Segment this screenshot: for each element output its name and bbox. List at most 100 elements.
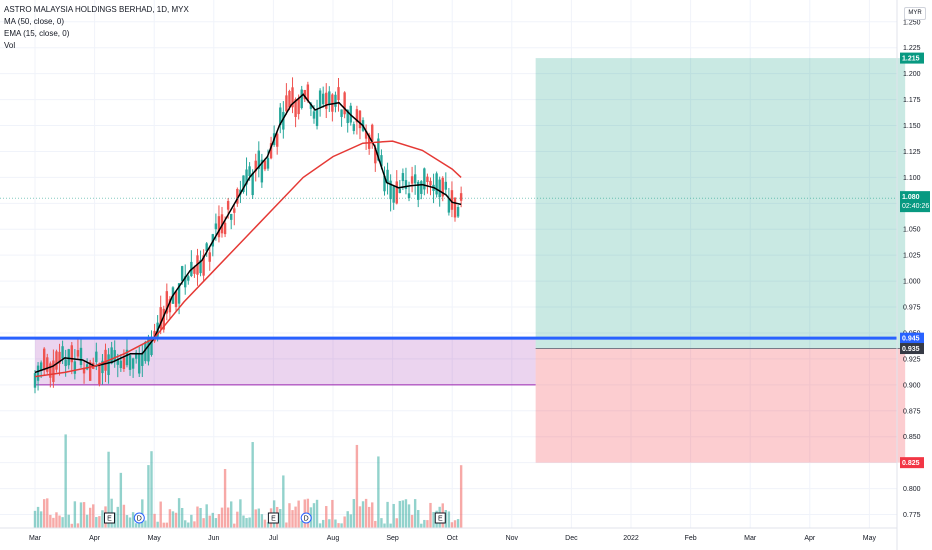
candle-body — [334, 94, 337, 107]
volume-bar — [420, 523, 423, 528]
candle-body — [294, 99, 297, 117]
candle-body — [251, 173, 254, 196]
candle-body — [73, 361, 77, 374]
candle-body — [217, 216, 221, 238]
volume-bar — [349, 514, 352, 528]
y-tick-label: 0.775 — [903, 512, 921, 519]
candle-body — [306, 84, 310, 101]
candle-body — [398, 188, 402, 194]
volume-bar — [39, 511, 43, 528]
y-tick-label: 0.900 — [903, 382, 921, 389]
volume-bar — [321, 519, 325, 528]
candle-body — [205, 243, 208, 252]
candle-body — [67, 349, 70, 366]
candle-body — [312, 111, 316, 119]
volume-bar — [52, 517, 55, 528]
volume-bar — [325, 506, 328, 528]
candle-body — [337, 87, 340, 101]
volume-bar — [413, 499, 417, 528]
candle-body — [122, 357, 126, 369]
event-marker-label: E — [271, 516, 276, 523]
y-tick-label: 1.125 — [903, 149, 921, 156]
last-price-tag — [900, 191, 930, 213]
candle-body — [248, 166, 251, 177]
volume-bar — [423, 519, 426, 528]
y-tick-label: 1.150 — [903, 123, 921, 130]
volume-bar — [134, 523, 138, 528]
earnings-marker — [104, 512, 115, 524]
event-marker-label: D — [304, 516, 309, 523]
event-marker-label: E — [107, 516, 112, 523]
candle-body — [453, 197, 457, 218]
candle-body — [404, 180, 408, 189]
candle-body — [435, 173, 438, 195]
volume-bar — [383, 523, 386, 528]
candle-body — [279, 107, 282, 125]
candle-body — [184, 276, 187, 288]
volume-bar — [92, 504, 95, 528]
drawing-zones[interactable] — [35, 58, 906, 463]
candle-body — [383, 175, 386, 192]
volume-bar — [95, 517, 98, 528]
volume-bar — [55, 512, 58, 528]
y-tick-label: 0.875 — [903, 408, 921, 415]
legend-ema[interactable]: EMA (15, close, 0) — [4, 29, 70, 38]
y-tick-label: 1.100 — [903, 175, 921, 182]
volume-bar — [453, 520, 457, 528]
x-tick-label: Oct — [447, 535, 458, 542]
earnings-marker — [267, 512, 279, 524]
volume-bar — [147, 465, 150, 528]
candle-body — [340, 109, 343, 117]
candle-body — [214, 223, 218, 230]
volume-bar — [266, 522, 270, 528]
candle-body — [417, 181, 420, 200]
volume-bar — [211, 512, 215, 528]
candle-body — [444, 181, 448, 190]
volume-bar — [429, 502, 432, 528]
legend-title: ASTRO MALAYSIA HOLDINGS BERHAD, 1D, MYX — [4, 5, 189, 14]
y-tick-label: 0.975 — [903, 305, 921, 312]
y-tick-label: 1.250 — [903, 19, 921, 26]
support-zone — [35, 338, 536, 385]
candle-body — [159, 307, 162, 329]
volume-bar — [294, 506, 297, 528]
volume-bar — [168, 509, 172, 528]
volume-bar — [125, 515, 129, 528]
y-tick-label: 1.025 — [903, 253, 921, 260]
x-tick-label: Feb — [685, 535, 697, 542]
candle-body — [101, 360, 104, 374]
candle-body — [107, 354, 110, 376]
volume-bar — [300, 520, 303, 528]
volume-bar — [214, 518, 218, 528]
candle-body — [438, 179, 441, 198]
candle-body — [282, 111, 285, 130]
candle-body — [364, 130, 368, 139]
legend-vol[interactable]: Vol — [4, 41, 16, 50]
time-axis[interactable]: Mar Apr May Jun Jul Aug Sep Oct Nov Dec 2022 Feb Mar… — [0, 527, 897, 542]
volume-bar — [223, 468, 227, 528]
price-axis[interactable]: 1.2501.2251.2001.1751.1501.1251.1001.075… — [896, 0, 930, 550]
x-tick-label: 2022 — [623, 535, 639, 542]
volume-bar — [251, 442, 254, 528]
candle-body — [426, 176, 429, 182]
volume-bar — [459, 465, 463, 528]
volume-bar — [254, 509, 257, 528]
candle-body — [226, 201, 230, 210]
volume-bar — [432, 511, 435, 528]
dividend-marker — [133, 512, 145, 524]
volume-bar — [352, 499, 356, 528]
currency-label[interactable]: MYR — [904, 7, 926, 20]
candle-body — [174, 291, 178, 308]
volume-bar — [128, 517, 132, 528]
candle-body — [318, 90, 322, 108]
volume-bar — [361, 501, 365, 528]
price-tag-label: 1.215 — [902, 56, 920, 63]
legend-ma[interactable]: MA (50, close, 0) — [4, 17, 65, 26]
volume-bar — [64, 434, 67, 528]
candle-body — [131, 358, 135, 369]
candle-body — [230, 213, 233, 220]
volume-bar — [162, 522, 165, 528]
candle-body — [325, 92, 328, 109]
